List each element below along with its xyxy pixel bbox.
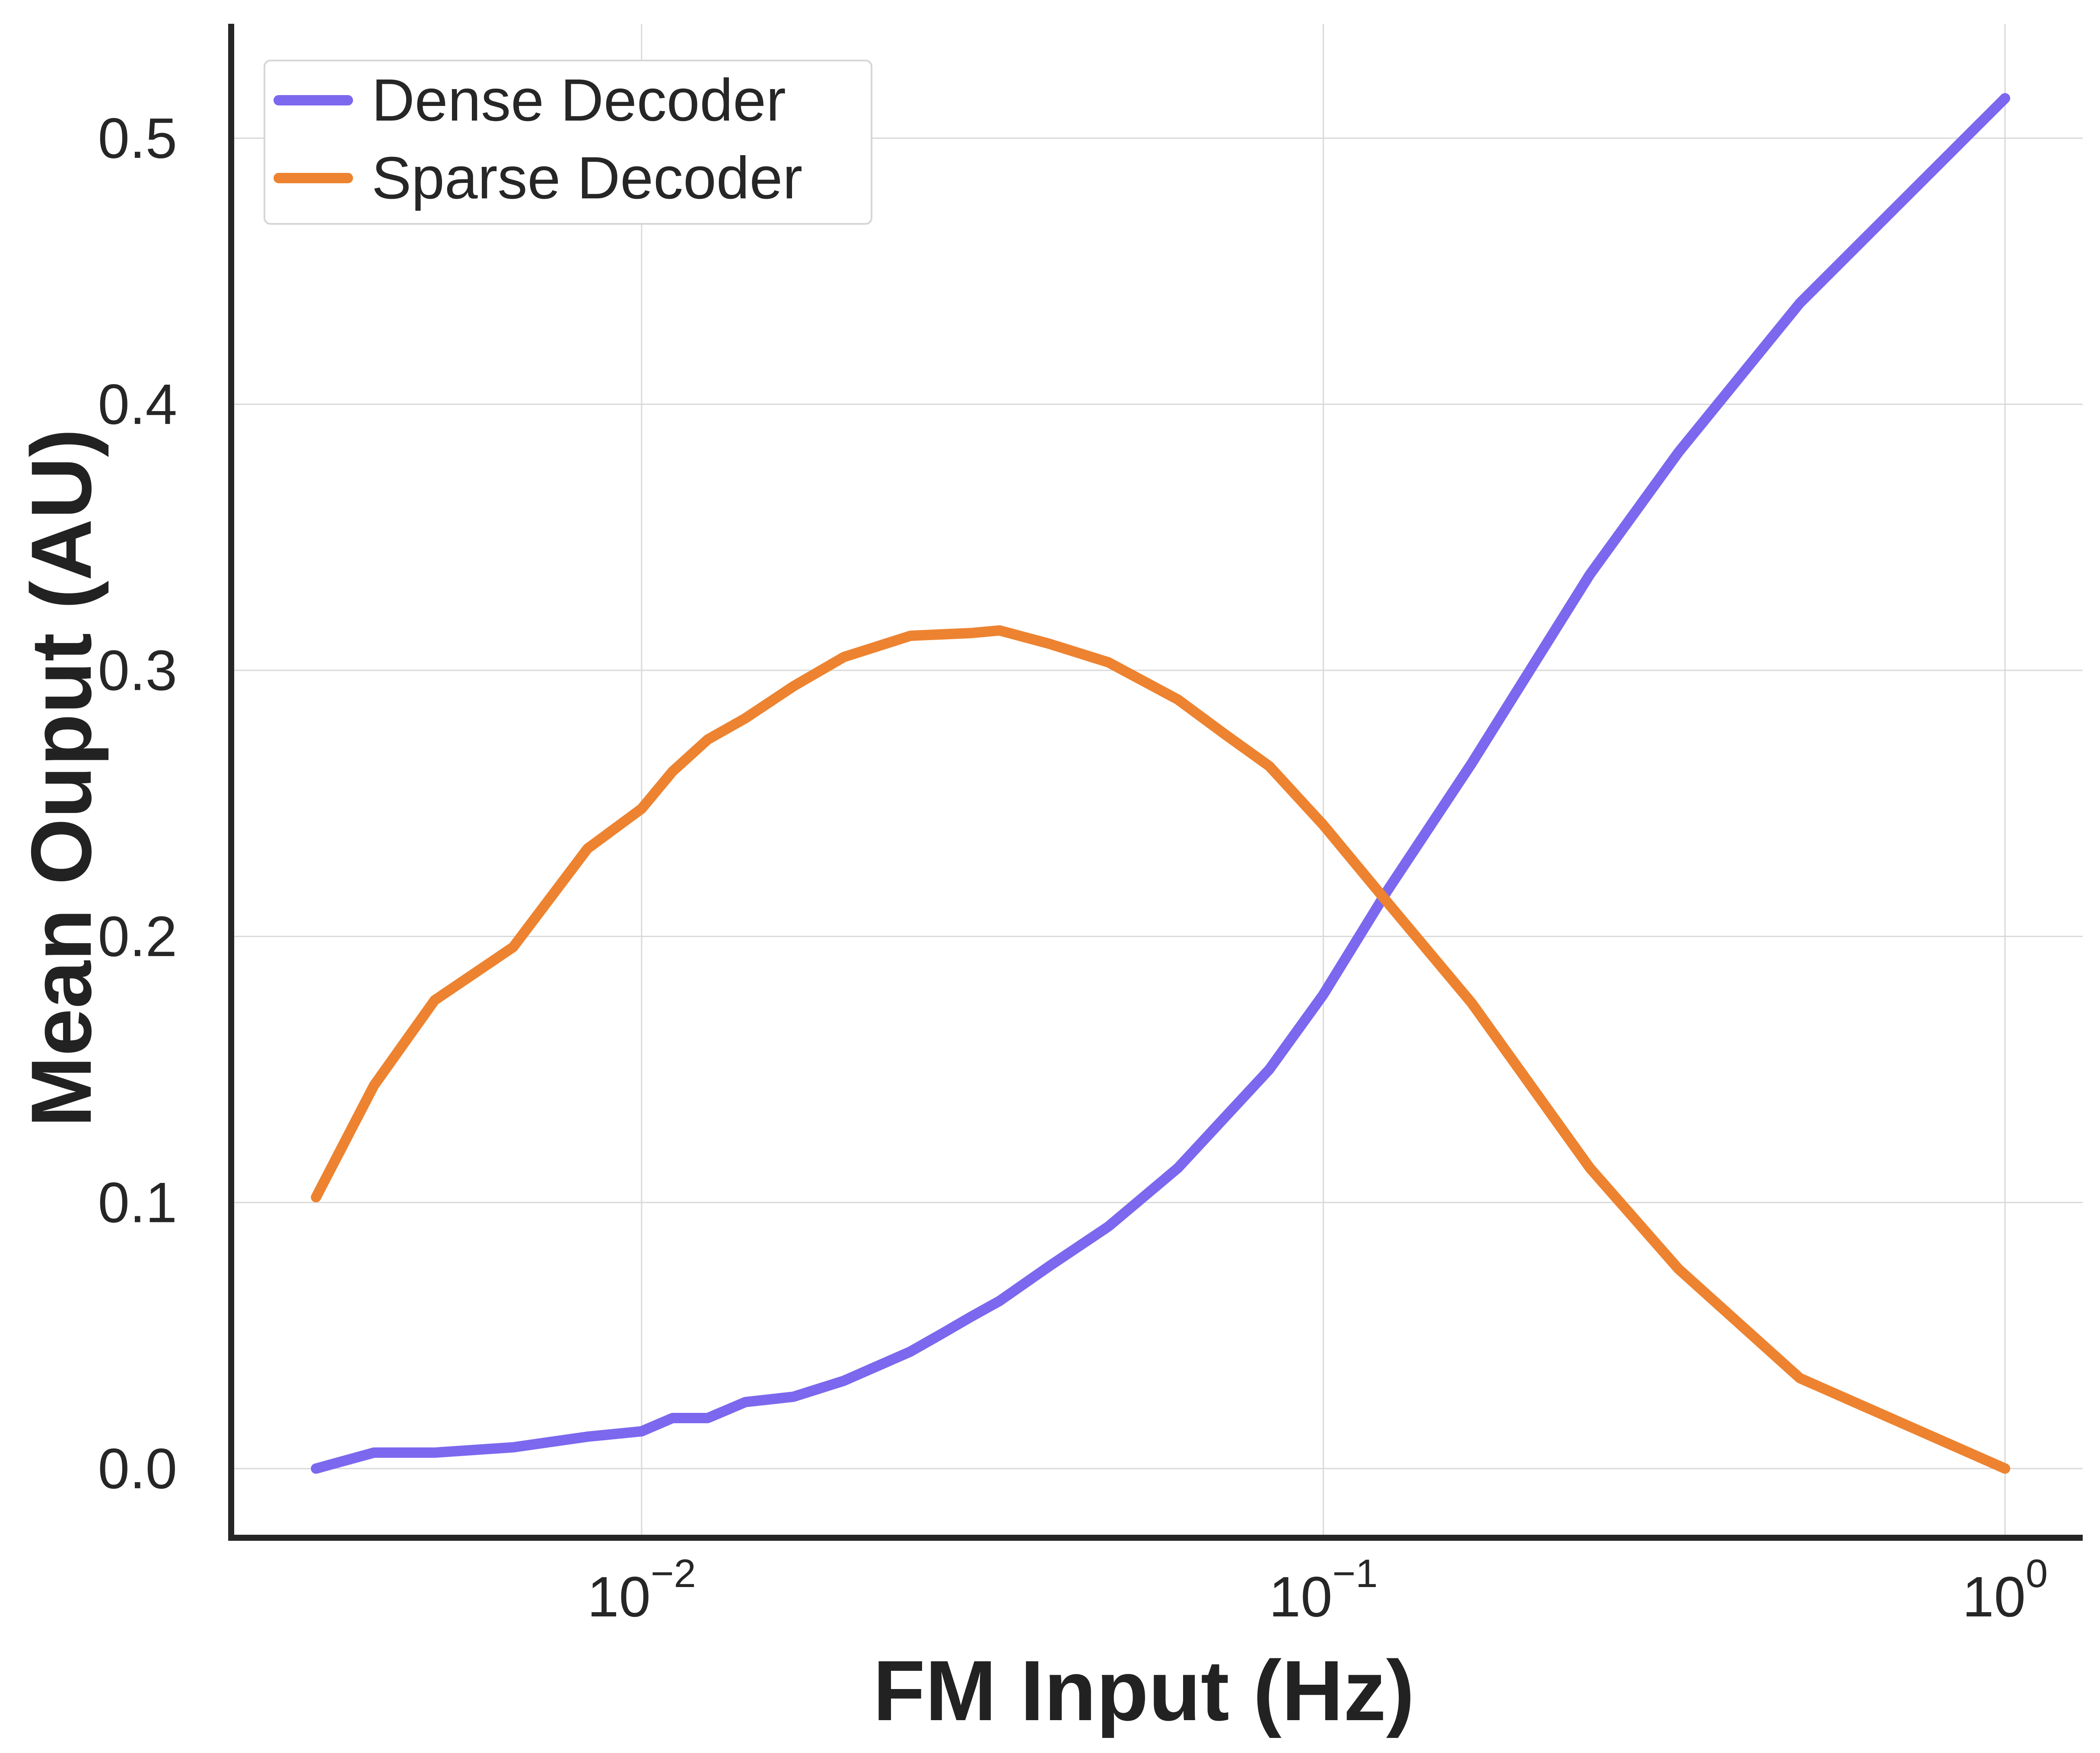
series-lines bbox=[311, 93, 2011, 1474]
legend-label: Dense Decoder bbox=[372, 67, 786, 134]
y-tick-label: 0.3 bbox=[98, 639, 178, 702]
legend-label: Sparse Decoder bbox=[372, 145, 802, 211]
y-tick-label: 0.2 bbox=[98, 905, 178, 968]
x-tick-label: 10−1 bbox=[1269, 1552, 1378, 1629]
y-tick-label: 0.1 bbox=[98, 1171, 178, 1234]
x-tick-label: 10−2 bbox=[587, 1552, 696, 1629]
x-tick-label: 100 bbox=[1962, 1552, 2048, 1629]
y-tick-label: 0.5 bbox=[98, 106, 178, 170]
grid bbox=[231, 24, 2083, 1538]
x-axis-title: FM Input (Hz) bbox=[873, 1643, 1415, 1738]
series-line-sparse-decoder bbox=[311, 625, 2011, 1474]
y-axis-title: Mean Ouput (AU) bbox=[13, 429, 109, 1128]
axes bbox=[228, 24, 2083, 1541]
x-tick-labels: 10−2 10−1 100 bbox=[587, 1552, 2048, 1629]
legend-frame bbox=[264, 60, 872, 225]
legend: Dense Decoder Sparse Decoder bbox=[264, 60, 872, 225]
y-tick-label: 0.4 bbox=[98, 373, 178, 436]
y-tick-labels: 0.0 0.1 0.2 0.3 0.4 0.5 bbox=[98, 106, 178, 1500]
series-line-dense-decoder bbox=[311, 93, 2011, 1474]
y-tick-label: 0.0 bbox=[98, 1437, 178, 1500]
